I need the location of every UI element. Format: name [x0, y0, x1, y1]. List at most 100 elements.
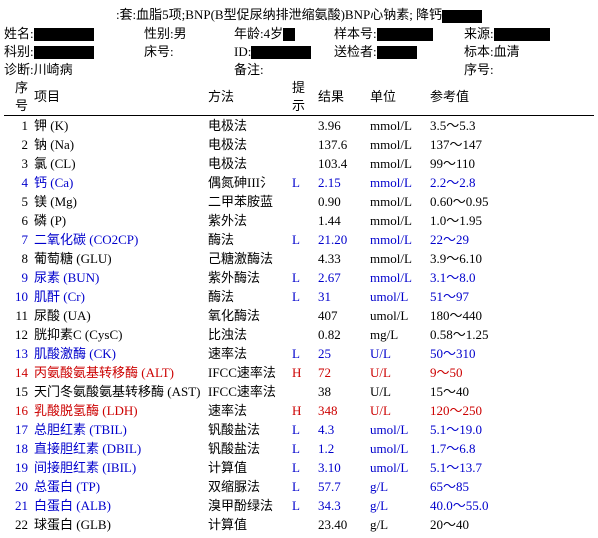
note-cell: 备注: — [234, 61, 464, 79]
cell-result: 4.3 — [316, 420, 368, 439]
cell-method: 溴甲酚绿法 — [206, 496, 290, 515]
cell-unit: umol/L — [368, 287, 428, 306]
table-row: 15天门冬氨酸氨基转移酶 (AST)IFCC速率法38U/L15～40 — [4, 382, 594, 401]
cell-item: 钠 (Na) — [32, 135, 206, 154]
source-redact — [494, 28, 550, 41]
cell-item: 尿素 (BUN) — [32, 268, 206, 287]
cell-flag — [290, 325, 316, 344]
cell-method: 氧化酶法 — [206, 306, 290, 325]
cell-flag: L — [290, 496, 316, 515]
cell-idx: 18 — [4, 439, 32, 458]
cell-ref: 50～310 — [428, 344, 594, 363]
cell-ref: 40.0～55.0 — [428, 496, 594, 515]
cell-ref: 51～97 — [428, 287, 594, 306]
header-row-1: 姓名: 性别: 男 年龄: 4岁 样本号: 来源: — [4, 25, 594, 43]
cell-ref: 5.1～19.0 — [428, 420, 594, 439]
cell-result: 31 — [316, 287, 368, 306]
cell-idx: 4 — [4, 173, 32, 192]
table-row: 4钙 (Ca)偶氮砷III氵L2.15mmol/L2.2～2.8 — [4, 173, 594, 192]
cell-flag: L — [290, 458, 316, 477]
table-row: 11尿酸 (UA)氧化酶法407umol/L180～440 — [4, 306, 594, 325]
cell-idx: 21 — [4, 496, 32, 515]
cell-idx: 11 — [4, 306, 32, 325]
cell-item: 胱抑素C (CysC) — [32, 325, 206, 344]
table-body: 1钾 (K)电极法3.96mmol/L3.5～5.32钠 (Na)电极法137.… — [4, 116, 594, 535]
title-text: 血脂5项;BNP(B型促尿纳排泄缩氨酸)BNP心钠素; 降钙 — [136, 7, 442, 22]
header-row-3: 诊断: 川崎病 备注: 序号: — [4, 61, 594, 79]
cell-ref: 20～40 — [428, 515, 594, 534]
cell-flag: H — [290, 363, 316, 382]
cell-unit: U/L — [368, 363, 428, 382]
cell-flag — [290, 382, 316, 401]
col-idx: 序号 — [4, 79, 32, 116]
table-row: 14丙氨酸氨基转移酶 (ALT)IFCC速率法H72U/L9～50 — [4, 363, 594, 382]
cell-flag: L — [290, 420, 316, 439]
cell-unit: g/L — [368, 515, 428, 534]
cell-item: 直接胆红素 (DBIL) — [32, 439, 206, 458]
cell-unit: mmol/L — [368, 154, 428, 173]
cell-unit: g/L — [368, 496, 428, 515]
cell-unit: mmol/L — [368, 173, 428, 192]
cell-result: 57.7 — [316, 477, 368, 496]
cell-item: 钾 (K) — [32, 116, 206, 136]
table-row: 5镁 (Mg)二甲苯胺蓝0.90mmol/L0.60～0.95 — [4, 192, 594, 211]
sender-cell: 送检者: — [334, 43, 464, 61]
cell-result: 4.33 — [316, 249, 368, 268]
cell-method: 二甲苯胺蓝 — [206, 192, 290, 211]
seq-label: 序号: — [464, 61, 494, 79]
diag-value: 川崎病 — [34, 61, 73, 79]
cell-ref: 99～110 — [428, 154, 594, 173]
cell-item: 球蛋白 (GLB) — [32, 515, 206, 534]
cell-idx: 10 — [4, 287, 32, 306]
cell-result: 3.10 — [316, 458, 368, 477]
cell-flag — [290, 154, 316, 173]
cell-flag: L — [290, 439, 316, 458]
table-row: 22球蛋白 (GLB)计算值23.40g/L20～40 — [4, 515, 594, 534]
bed-label: 床号: — [144, 43, 174, 61]
cell-ref: 9～50 — [428, 363, 594, 382]
cell-method: 偶氮砷III氵 — [206, 173, 290, 192]
cell-unit: U/L — [368, 401, 428, 420]
cell-unit: mmol/L — [368, 230, 428, 249]
name-cell: 姓名: — [4, 25, 144, 43]
cell-flag: L — [290, 230, 316, 249]
cell-item: 葡萄糖 (GLU) — [32, 249, 206, 268]
table-row: 17总胆红素 (TBIL)钒酸盐法L4.3umol/L5.1～19.0 — [4, 420, 594, 439]
cell-result: 3.96 — [316, 116, 368, 136]
cell-unit: mmol/L — [368, 268, 428, 287]
cell-method: IFCC速率法 — [206, 382, 290, 401]
cell-idx: 13 — [4, 344, 32, 363]
cell-result: 137.6 — [316, 135, 368, 154]
cell-unit: umol/L — [368, 458, 428, 477]
cell-flag — [290, 192, 316, 211]
cell-flag: H — [290, 401, 316, 420]
cell-flag: L — [290, 344, 316, 363]
table-row: 13肌酸激酶 (CK)速率法L25U/L50～310 — [4, 344, 594, 363]
cell-flag: L — [290, 287, 316, 306]
age-redact — [283, 28, 295, 41]
cell-method: 电极法 — [206, 116, 290, 136]
cell-method: 双缩脲法 — [206, 477, 290, 496]
bed-cell: 床号: — [144, 43, 234, 61]
cell-ref: 1.0～1.95 — [428, 211, 594, 230]
id-redact — [251, 46, 311, 59]
name-label: 姓名: — [4, 25, 34, 43]
cell-flag — [290, 249, 316, 268]
cell-ref: 1.7～6.8 — [428, 439, 594, 458]
id-cell: ID: — [234, 43, 334, 61]
cell-item: 天门冬氨酸氨基转移酶 (AST) — [32, 382, 206, 401]
cell-item: 间接胆红素 (IBIL) — [32, 458, 206, 477]
cell-unit: mmol/L — [368, 211, 428, 230]
cell-flag — [290, 116, 316, 136]
cell-item: 镁 (Mg) — [32, 192, 206, 211]
cell-method: 紫外酶法 — [206, 268, 290, 287]
cell-result: 0.90 — [316, 192, 368, 211]
cell-method: 电极法 — [206, 135, 290, 154]
cell-idx: 2 — [4, 135, 32, 154]
cell-method: 计算值 — [206, 515, 290, 534]
name-redact — [34, 28, 94, 41]
cell-item: 总蛋白 (TP) — [32, 477, 206, 496]
cell-unit: U/L — [368, 382, 428, 401]
dept-cell: 科别: — [4, 43, 144, 61]
cell-method: 电极法 — [206, 154, 290, 173]
